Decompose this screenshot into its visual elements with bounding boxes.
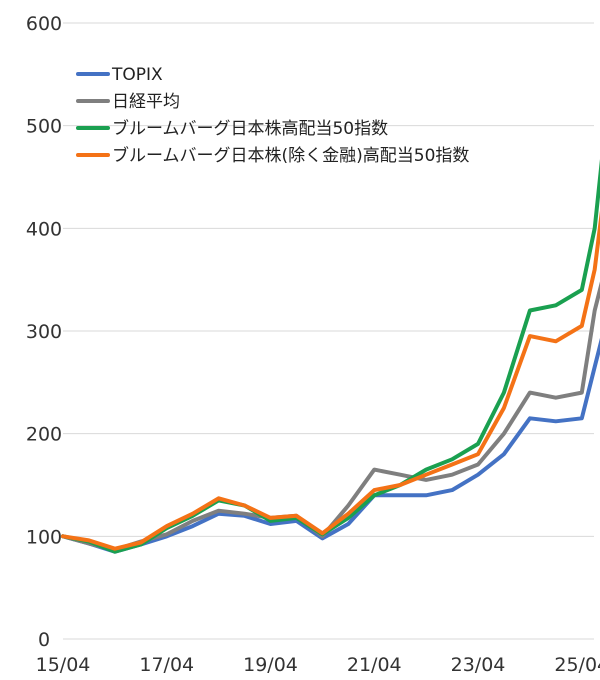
x-tick-label: 23/04 [451, 654, 506, 676]
legend-label: TOPIX [111, 65, 163, 85]
grid-lines [63, 22, 594, 640]
x-axis-ticks: 15/04 17/04 19/04 21/04 23/04 25/04 [36, 654, 600, 676]
x-tick-label: 17/04 [139, 654, 194, 676]
legend-label: ブルームバーグ日本株(除く金融)高配当50指数 [112, 145, 469, 166]
series-line-2 [61, 281, 600, 552]
y-tick-label: 100 [26, 526, 62, 548]
y-tick-label: 200 [26, 424, 62, 446]
x-tick-label: 25/04 [554, 654, 600, 676]
series-line-3 [61, 159, 600, 554]
series-line-4 [61, 210, 600, 551]
y-tick-label: 400 [26, 218, 62, 240]
legend-label: ブルームバーグ日本株高配当50指数 [112, 118, 388, 139]
y-tick-label: 500 [26, 116, 62, 138]
x-tick-label: 15/04 [36, 654, 91, 676]
legend: TOPIX 日経平均ブルームバーグ日本株高配当50指数ブルームバーグ日本株(除く金… [76, 65, 469, 166]
legend-label: 日経平均 [112, 92, 180, 112]
y-tick-label: 600 [26, 13, 62, 35]
y-tick-label: 0 [38, 629, 50, 651]
series-line-1 [61, 337, 600, 554]
y-axis-ticks: 0 100 200 300 400 500 600 [26, 13, 62, 651]
x-tick-label: 19/04 [243, 654, 298, 676]
x-tick-label: 21/04 [347, 654, 402, 676]
series-lines [61, 159, 600, 554]
y-tick-label: 300 [26, 321, 62, 343]
